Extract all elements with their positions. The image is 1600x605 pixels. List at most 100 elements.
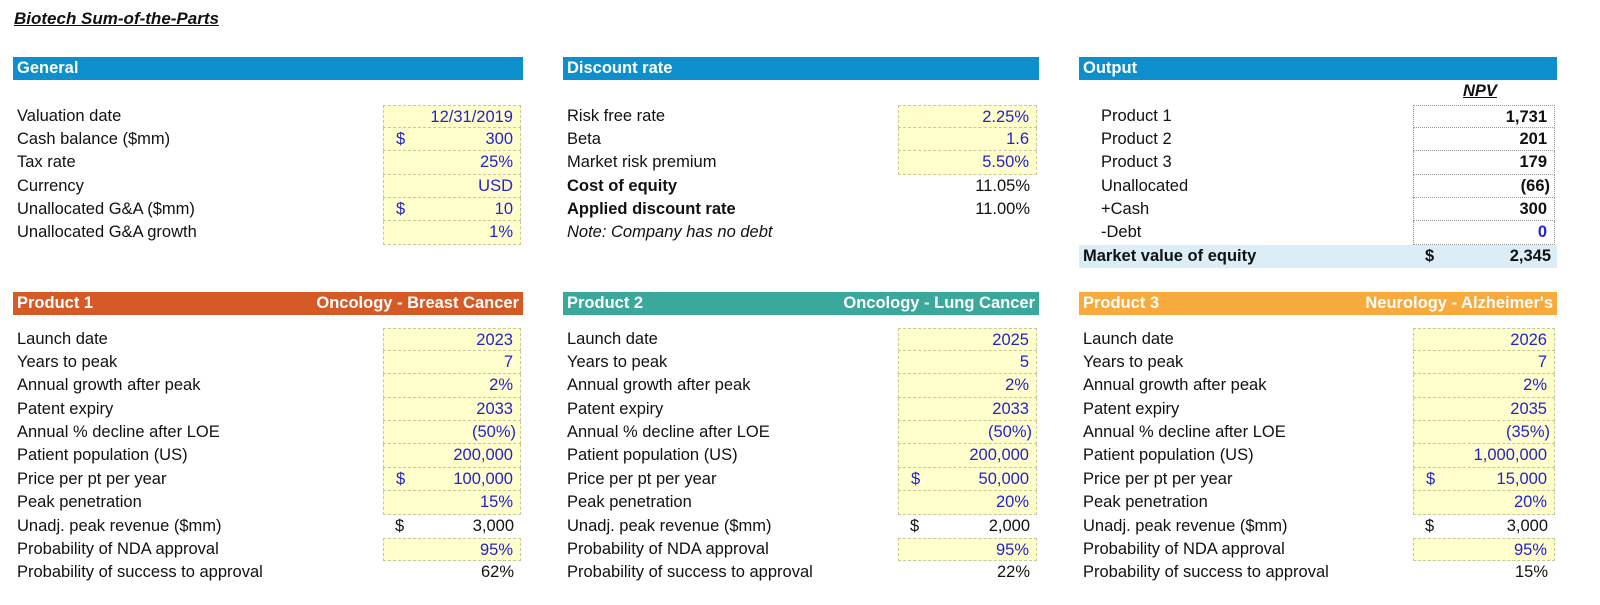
row-label: Cash balance ($mm) [17, 129, 171, 148]
input-cell-launch-date[interactable]: 2023 [383, 327, 521, 351]
input-cell-years-to-peak[interactable]: 7 [383, 350, 521, 375]
input-cell-patient-population-us[interactable]: 200,000 [383, 444, 521, 468]
row-patent-expiry: Patent expiry 2033 [563, 397, 1039, 422]
row-price-per-pt-per-year: Price per pt per year $15,000 [1079, 467, 1557, 492]
row-peak-penetration: Peak penetration 20% [563, 491, 1039, 515]
value-cell-probability-of-success-to-approval[interactable]: 15% [1413, 561, 1555, 584]
value-cell-unadj-peak-revenue-mm[interactable]: $3,000 [383, 515, 521, 538]
cell-value: 2% [1523, 376, 1547, 395]
row-label: Price per pt per year [17, 469, 167, 488]
input-cell-probability-of-nda-approval[interactable]: 95% [383, 538, 521, 562]
input-cell-patent-expiry[interactable]: 2035 [1413, 397, 1555, 422]
row-label: -Debt [1101, 223, 1142, 242]
value-cell-unallocated[interactable]: (66) [1413, 174, 1555, 199]
cell-value: 201 [1519, 129, 1547, 148]
input-cell-price-per-pt-per-year[interactable]: $100,000 [383, 467, 521, 492]
row-label: Patent expiry [1083, 399, 1180, 418]
row-applied-discount-rate: Applied discount rate 11.00% [563, 198, 1039, 221]
row-note-company-has-no-debt: Note: Company has no debt [563, 221, 1039, 244]
row-label: Risk free rate [567, 106, 666, 125]
input-cell-risk-free-rate[interactable]: 2.25% [898, 104, 1037, 128]
input-cell-launch-date[interactable]: 2025 [898, 327, 1037, 351]
cell-value: 2,000 [988, 516, 1030, 535]
cell-value: 179 [1519, 153, 1547, 172]
row-label: Patient population (US) [567, 446, 738, 465]
row-tax-rate: Tax rate 25% [13, 151, 523, 175]
row-unadj-peak-revenue-mm: Unadj. peak revenue ($mm) $3,000 [1079, 515, 1557, 538]
input-cell-valuation-date[interactable]: 12/31/2019 [383, 104, 521, 128]
input-cell-beta[interactable]: 1.6 [898, 127, 1037, 152]
input-cell-cash-balance-mm[interactable]: $300 [383, 127, 521, 152]
value-cell-product-3[interactable]: 179 [1413, 151, 1555, 175]
cell-value: 0 [1537, 223, 1547, 242]
input-cell-annual-growth-after-peak[interactable]: 2% [1413, 374, 1555, 398]
row-beta: Beta 1.6 [563, 127, 1039, 152]
input-cell-peak-penetration[interactable]: 20% [898, 491, 1037, 515]
value-cell-cost-of-equity[interactable]: 11.05% [898, 175, 1037, 198]
input-cell-annual-decline-after-loe[interactable]: (50%) [383, 421, 521, 445]
currency-symbol: $ [1426, 469, 1436, 488]
row-label: Annual % decline after LOE [1083, 423, 1286, 442]
row-product-2: Product 2 201 [1079, 127, 1557, 152]
input-cell-annual-decline-after-loe[interactable]: (50%) [898, 421, 1037, 445]
input-cell-price-per-pt-per-year[interactable]: $15,000 [1413, 467, 1555, 492]
input-cell-market-risk-premium[interactable]: 5.50% [898, 151, 1037, 175]
row-label: Years to peak [17, 352, 118, 371]
row-label: Probability of success to approval [1083, 563, 1329, 582]
cell-value: 2023 [476, 330, 513, 349]
input-cell-currency[interactable]: USD [383, 174, 521, 199]
input-cell-patient-population-us[interactable]: 200,000 [898, 444, 1037, 468]
cell-value: 15,000 [1496, 469, 1547, 488]
cell-value: 2.25% [982, 107, 1029, 126]
input-cell-peak-penetration[interactable]: 20% [1413, 491, 1555, 515]
value-cell-unadj-peak-revenue-mm[interactable]: $3,000 [1413, 515, 1555, 538]
input-cell-launch-date[interactable]: 2026 [1413, 327, 1555, 351]
currency-symbol: $ [1425, 516, 1435, 535]
input-cell-price-per-pt-per-year[interactable]: $50,000 [898, 467, 1037, 492]
row-annual-growth-after-peak: Annual growth after peak 2% [563, 374, 1039, 398]
cell-value: 25% [479, 153, 513, 172]
input-cell-annual-decline-after-loe[interactable]: (35%) [1413, 421, 1555, 445]
value-cell-cash[interactable]: 300 [1413, 198, 1555, 222]
row-launch-date: Launch date 2025 [563, 327, 1039, 351]
input-cell-annual-growth-after-peak[interactable]: 2% [898, 374, 1037, 398]
cell-value: 1,000,000 [1473, 446, 1547, 465]
input-cell-unallocated-g-a-growth[interactable]: 1% [383, 221, 521, 245]
input-cell-probability-of-nda-approval[interactable]: 95% [1413, 538, 1555, 562]
input-cell-patent-expiry[interactable]: 2033 [383, 397, 521, 422]
row-unadj-peak-revenue-mm: Unadj. peak revenue ($mm) $2,000 [563, 515, 1039, 538]
row-label: Price per pt per year [567, 469, 717, 488]
value-cell-product-2[interactable]: 201 [1413, 127, 1555, 152]
input-cell-years-to-peak[interactable]: 7 [1413, 350, 1555, 375]
input-cell-annual-growth-after-peak[interactable]: 2% [383, 374, 521, 398]
row-label: Beta [567, 129, 601, 148]
value-cell-debt[interactable]: 0 [1413, 221, 1555, 245]
input-cell-probability-of-nda-approval[interactable]: 95% [898, 538, 1037, 562]
row-label: Unallocated G&A ($mm) [17, 200, 195, 219]
value-cell-unadj-peak-revenue-mm[interactable]: $2,000 [898, 515, 1037, 538]
value-cell-applied-discount-rate[interactable]: 11.00% [898, 198, 1037, 221]
row-label: Market risk premium [567, 153, 717, 172]
row-patent-expiry: Patent expiry 2033 [13, 397, 523, 422]
row-label: Unallocated [1101, 176, 1189, 195]
row-cost-of-equity: Cost of equity 11.05% [563, 175, 1039, 198]
input-cell-patent-expiry[interactable]: 2033 [898, 397, 1037, 422]
value-cell-probability-of-success-to-approval[interactable]: 62% [383, 561, 521, 584]
row-annual-decline-after-loe: Annual % decline after LOE (50%) [13, 421, 523, 445]
input-cell-peak-penetration[interactable]: 15% [383, 491, 521, 515]
row-years-to-peak: Years to peak 5 [563, 350, 1039, 375]
total-label: Market value of equity [1083, 247, 1257, 265]
row-probability-of-success-to-approval: Probability of success to approval 62% [13, 561, 523, 584]
input-cell-years-to-peak[interactable]: 5 [898, 350, 1037, 375]
cell-value: 95% [995, 541, 1029, 560]
input-cell-patient-population-us[interactable]: 1,000,000 [1413, 444, 1555, 468]
cell-value: 20% [1513, 493, 1547, 512]
input-cell-unallocated-g-a-mm[interactable]: $10 [383, 198, 521, 222]
row-label: Peak penetration [17, 493, 142, 512]
row-label: Launch date [567, 329, 658, 348]
input-cell-tax-rate[interactable]: 25% [383, 151, 521, 175]
value-cell-product-1[interactable]: 1,731 [1413, 104, 1555, 128]
value-cell-probability-of-success-to-approval[interactable]: 22% [898, 561, 1037, 584]
row-unallocated-g-a-growth: Unallocated G&A growth 1% [13, 221, 523, 245]
row-label: Launch date [17, 329, 108, 348]
